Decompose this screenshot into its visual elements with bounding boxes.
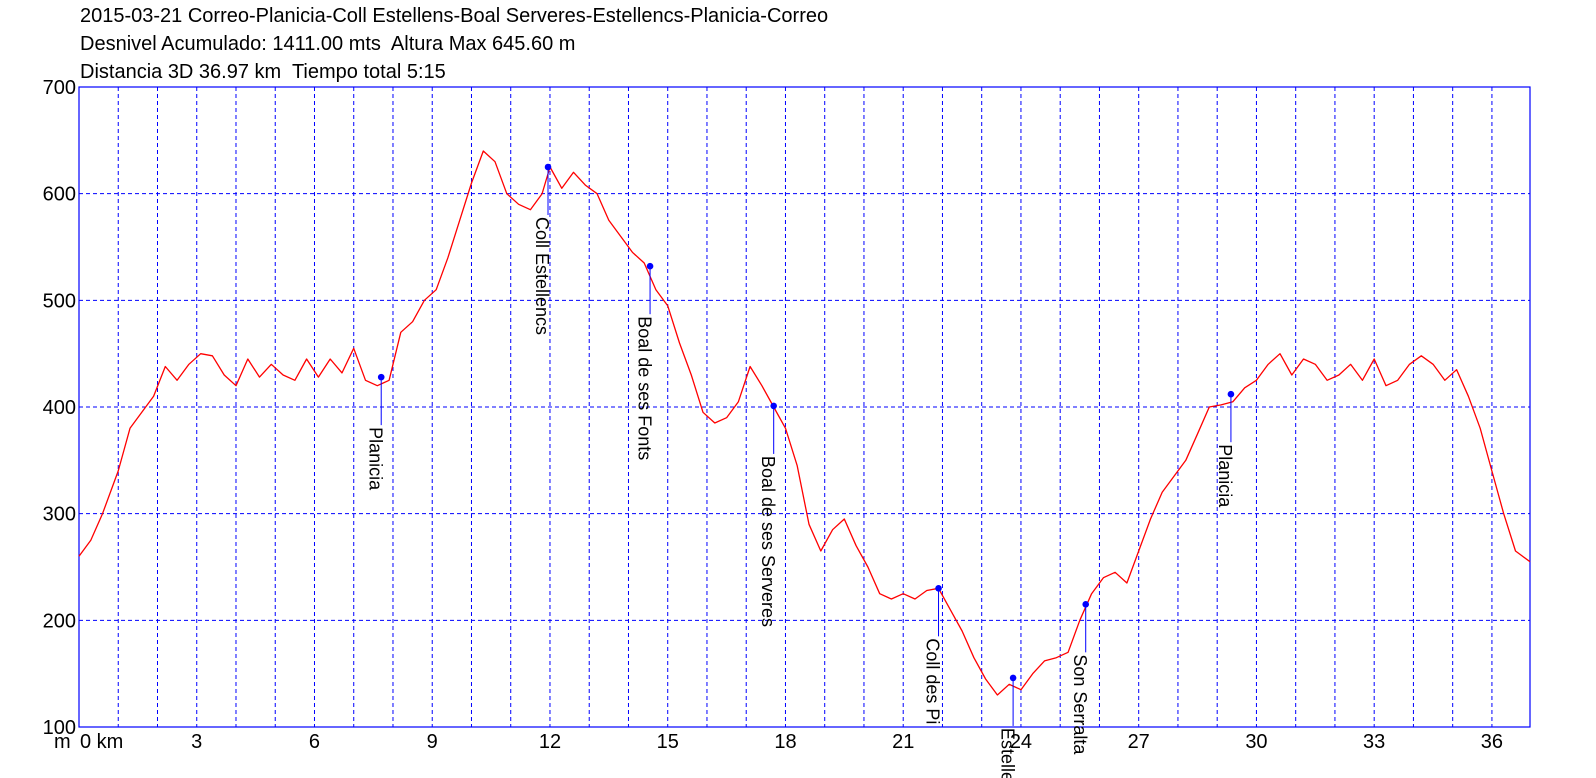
waypoint-label: Estellencs [997,728,1017,778]
x-tick-label: 18 [774,731,796,753]
grid-layer [79,87,1530,727]
x-tick-label: 30 [1245,731,1267,753]
waypoint-label: Coll Estellencs [532,217,552,335]
y-tick-label: 300 [43,504,76,526]
waypoint-marker [1009,674,1017,682]
x-tick-label: 6 [309,731,320,753]
waypoint-marker [377,373,385,381]
x-tick-label: 21 [892,731,914,753]
x-tick-label: 9 [427,731,438,753]
waypoint-marker [935,585,942,592]
plot-frame-rect [78,86,1531,728]
elevation-series [78,150,1531,696]
chart-subtitle-elevation: Desnivel Acumulado: 1411.00 mts Altura M… [80,33,576,55]
waypoint-marker [1082,601,1090,608]
x-tick-label: 15 [657,731,679,753]
waypoint-marker [1227,390,1235,398]
x-tick-label: 12 [539,731,561,753]
x-tick-label: 0 km [80,731,123,753]
plot-frame [78,86,1531,728]
y-tick-label: 400 [43,397,76,419]
x-axis-prefix-label: m [54,731,71,753]
chart-subtitle-distance: Distancia 3D 36.97 km Tiempo total 5:15 [80,61,446,83]
waypoint-label: Planicia [1215,444,1235,508]
x-tick-label: 33 [1363,731,1385,753]
waypoint-label: Boal de ses Fonts [634,316,654,460]
y-tick-label: 200 [43,610,76,632]
chart-title-block: 2015-03-21 Correo-Planicia-Coll Estellen… [80,2,828,86]
chart-title: 2015-03-21 Correo-Planicia-Coll Estellen… [80,5,829,27]
waypoints-layer: Planicia Coll Estellencs Boal de ses Fonts… [365,163,1235,778]
waypoint-marker [544,163,552,171]
waypoint-marker [770,402,777,410]
waypoint-label: Coll des Pi [923,638,943,724]
y-tick-label: 100 [43,717,76,739]
y-tick-label: 600 [43,184,76,206]
elevation-line [78,150,1531,696]
y-tick-label: 700 [43,77,76,99]
x-tick-label: 24 [1010,731,1032,753]
waypoint-label: Son Serralta [1070,654,1090,755]
x-tick-label: 3 [191,731,202,753]
waypoint-label: Planicia [365,427,385,491]
x-tick-label: 27 [1128,731,1150,753]
y-tick-label: 500 [43,290,76,312]
x-tick-label: 36 [1481,731,1503,753]
waypoint-marker [646,262,654,270]
waypoint-label: Boal de ses Serveres [758,456,778,627]
